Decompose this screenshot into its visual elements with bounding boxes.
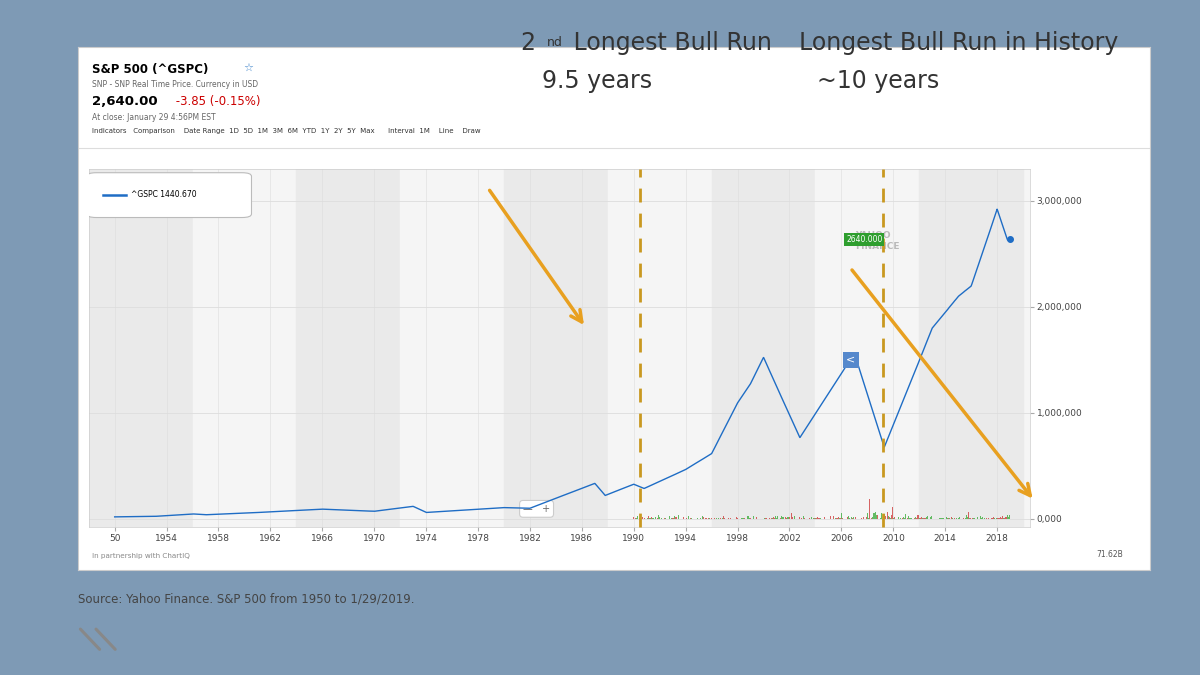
Bar — [816, 169, 919, 527]
Bar — [712, 169, 816, 527]
Text: 71.62B: 71.62B — [1096, 550, 1123, 559]
Text: YAHOO
FINANCE: YAHOO FINANCE — [856, 231, 900, 251]
Text: ☆: ☆ — [244, 63, 253, 73]
Text: -3.85 (-0.15%): -3.85 (-0.15%) — [173, 95, 260, 109]
Text: Source: Yahoo Finance. S&P 500 from 1950 to 1/29/2019.: Source: Yahoo Finance. S&P 500 from 1950… — [78, 593, 414, 606]
Bar — [919, 169, 1024, 527]
Text: 2,640.00: 2,640.00 — [92, 95, 157, 109]
Text: 9.5 years: 9.5 years — [542, 69, 652, 93]
Bar — [504, 169, 608, 527]
Text: S&P 500 (^GSPC): S&P 500 (^GSPC) — [92, 63, 209, 76]
Text: <: < — [846, 355, 856, 365]
Text: 2640.000: 2640.000 — [846, 235, 882, 244]
Bar — [296, 169, 400, 527]
Text: ~10 years: ~10 years — [817, 69, 940, 93]
Text: Longest Bull Run: Longest Bull Run — [566, 31, 772, 55]
Text: Indicators   Comparison    Date Range  1D  5D  1M  3M  6M  YTD  1Y  2Y  5Y  Max : Indicators Comparison Date Range 1D 5D 1… — [92, 128, 480, 134]
Text: nd: nd — [547, 36, 563, 49]
Bar — [192, 169, 296, 527]
Text: ^GSPC 1440.670: ^GSPC 1440.670 — [131, 190, 197, 199]
Text: —   +: — + — [523, 504, 550, 514]
Bar — [89, 169, 192, 527]
Bar — [608, 169, 712, 527]
Text: At close: January 29 4:56PM EST: At close: January 29 4:56PM EST — [92, 113, 216, 122]
FancyBboxPatch shape — [86, 173, 252, 217]
Text: Longest Bull Run in History: Longest Bull Run in History — [799, 31, 1118, 55]
Text: 2: 2 — [521, 31, 535, 55]
Bar — [400, 169, 504, 527]
Text: SNP - SNP Real Time Price. Currency in USD: SNP - SNP Real Time Price. Currency in U… — [92, 80, 258, 88]
Text: In partnership with ChartIQ: In partnership with ChartIQ — [92, 553, 190, 559]
